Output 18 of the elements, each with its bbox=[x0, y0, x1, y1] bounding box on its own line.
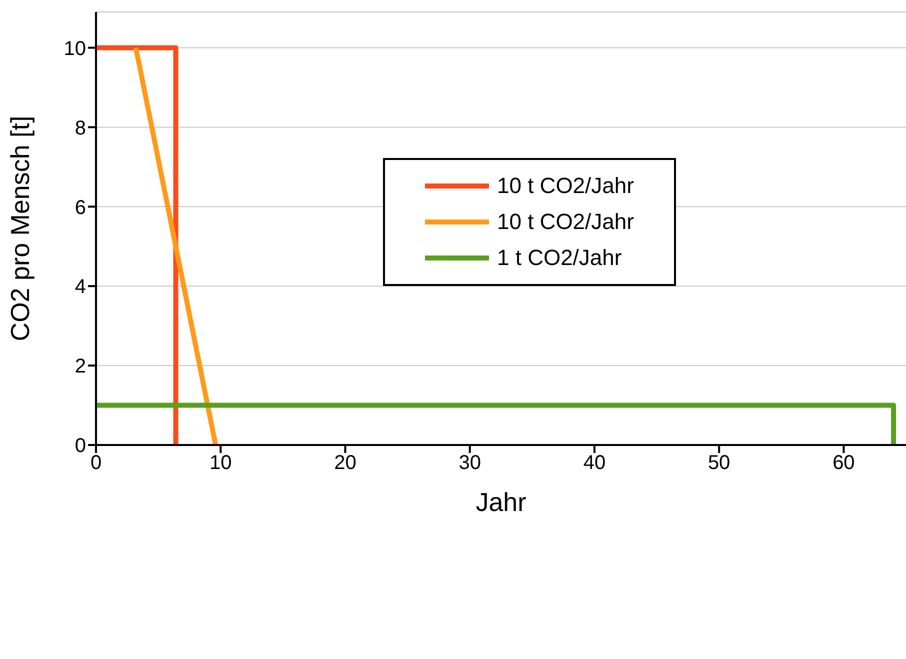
x-tick-label: 50 bbox=[708, 452, 730, 474]
y-tick-label: 10 bbox=[64, 38, 86, 60]
x-tick-label: 60 bbox=[832, 452, 855, 474]
legend-label: 10 t CO2/Jahr bbox=[497, 172, 634, 200]
x-tick-label: 0 bbox=[90, 452, 102, 474]
y-tick-label: 6 bbox=[74, 196, 86, 219]
y-tick-label: 8 bbox=[74, 117, 86, 140]
x-tick-label: 30 bbox=[458, 452, 481, 474]
x-tick-label: 20 bbox=[334, 452, 356, 474]
y-axis-title: CO2 pro Mensch [t] bbox=[5, 116, 36, 342]
y-tick-label: 0 bbox=[74, 435, 86, 458]
x-axis-title: Jahr bbox=[476, 487, 527, 517]
x-tick-label: 40 bbox=[583, 452, 606, 474]
x-tick-label: 10 bbox=[209, 452, 232, 474]
legend-label: 10 t CO2/Jahr bbox=[497, 208, 634, 236]
y-tick-label: 4 bbox=[74, 276, 86, 298]
legend-label: 1 t CO2/Jahr bbox=[497, 244, 622, 272]
y-tick-label: 2 bbox=[74, 356, 86, 378]
